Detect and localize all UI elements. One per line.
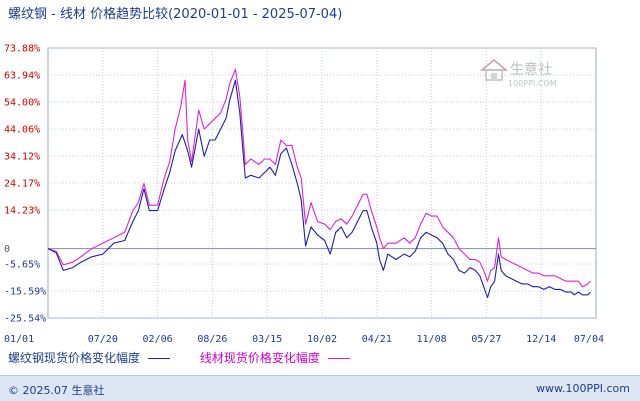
- series-lines: [47, 68, 591, 299]
- y-tick-label: -15.59%: [4, 286, 46, 297]
- x-tick-label: 10/02: [307, 334, 337, 345]
- footer-site-link[interactable]: www.100PPI.com: [536, 382, 630, 395]
- legend-label-rebar: 螺纹钢现货价格变化幅度: [8, 351, 141, 365]
- y-tick-label: 54.00%: [4, 97, 40, 108]
- x-tick-label: 12/14: [526, 334, 556, 345]
- x-tick-label: 02/06: [143, 334, 173, 345]
- series-line-rebar: [47, 79, 591, 299]
- legend-label-wire-rod: 线材现货价格变化幅度: [199, 351, 320, 365]
- watermark: 生意社 100PPI.COM: [479, 59, 557, 88]
- series-line-wire-rod: [47, 68, 591, 288]
- legend-swatch-rebar: [148, 358, 171, 359]
- x-tick-label: 01/01: [4, 334, 34, 345]
- legend: 螺纹钢现货价格变化幅度 线材现货价格变化幅度: [8, 349, 350, 366]
- x-tick-label: 05/27: [471, 334, 501, 345]
- vertical-gridlines: [102, 48, 542, 318]
- footer-bar: © 2025.07 生意社 www.100PPI.com: [0, 375, 640, 401]
- logo-house-icon: [479, 59, 509, 81]
- x-tick-label: 07/04: [574, 334, 604, 345]
- y-tick-label: -5.65%: [4, 259, 40, 270]
- line-chart: 生意社 100PPI.COM 73.88% 63.94% 54.00% 44.06% 3…: [4, 44, 604, 346]
- y-tick-label: 14.23%: [4, 205, 40, 216]
- watermark-text-en: 100PPI.COM: [508, 79, 557, 88]
- y-tick-label: -25.54%: [4, 314, 46, 325]
- legend-item-wire-rod: 线材现货价格变化幅度: [200, 351, 350, 365]
- y-tick-label: 63.94%: [4, 70, 40, 81]
- y-axis-ticks: 73.88% 63.94% 54.00% 44.06% 34.12% 24.17% 14.2…: [4, 44, 46, 325]
- x-axis-ticks: 01/01 07/20 02/06 08/26 03/15 10/02 04/21 11/08…: [4, 334, 604, 345]
- y-tick-label: 34.12%: [4, 151, 40, 162]
- y-tick-label: 0: [4, 244, 10, 255]
- y-tick-label: 24.17%: [4, 179, 40, 190]
- legend-item-rebar: 螺纹钢现货价格变化幅度: [8, 351, 171, 365]
- chart-area: 生意社 100PPI.COM 73.88% 63.94% 54.00% 44.06% 3…: [4, 44, 604, 346]
- legend-swatch-wire-rod: [327, 358, 350, 359]
- watermark-text-cn: 生意社: [510, 61, 552, 78]
- y-tick-label: 73.88%: [4, 44, 40, 55]
- chart-title: 螺纹钢 - 线材 价格趋势比较(2020-01-01 - 2025-07-04): [8, 7, 343, 22]
- footer-copyright: © 2025.07 生意社: [8, 384, 105, 397]
- x-tick-label: 07/20: [88, 334, 118, 345]
- x-tick-label: 04/21: [362, 334, 392, 345]
- x-tick-label: 08/26: [197, 334, 227, 345]
- x-tick-label: 03/15: [252, 334, 282, 345]
- y-tick-label: 44.06%: [4, 124, 40, 135]
- x-tick-label: 11/08: [417, 334, 447, 345]
